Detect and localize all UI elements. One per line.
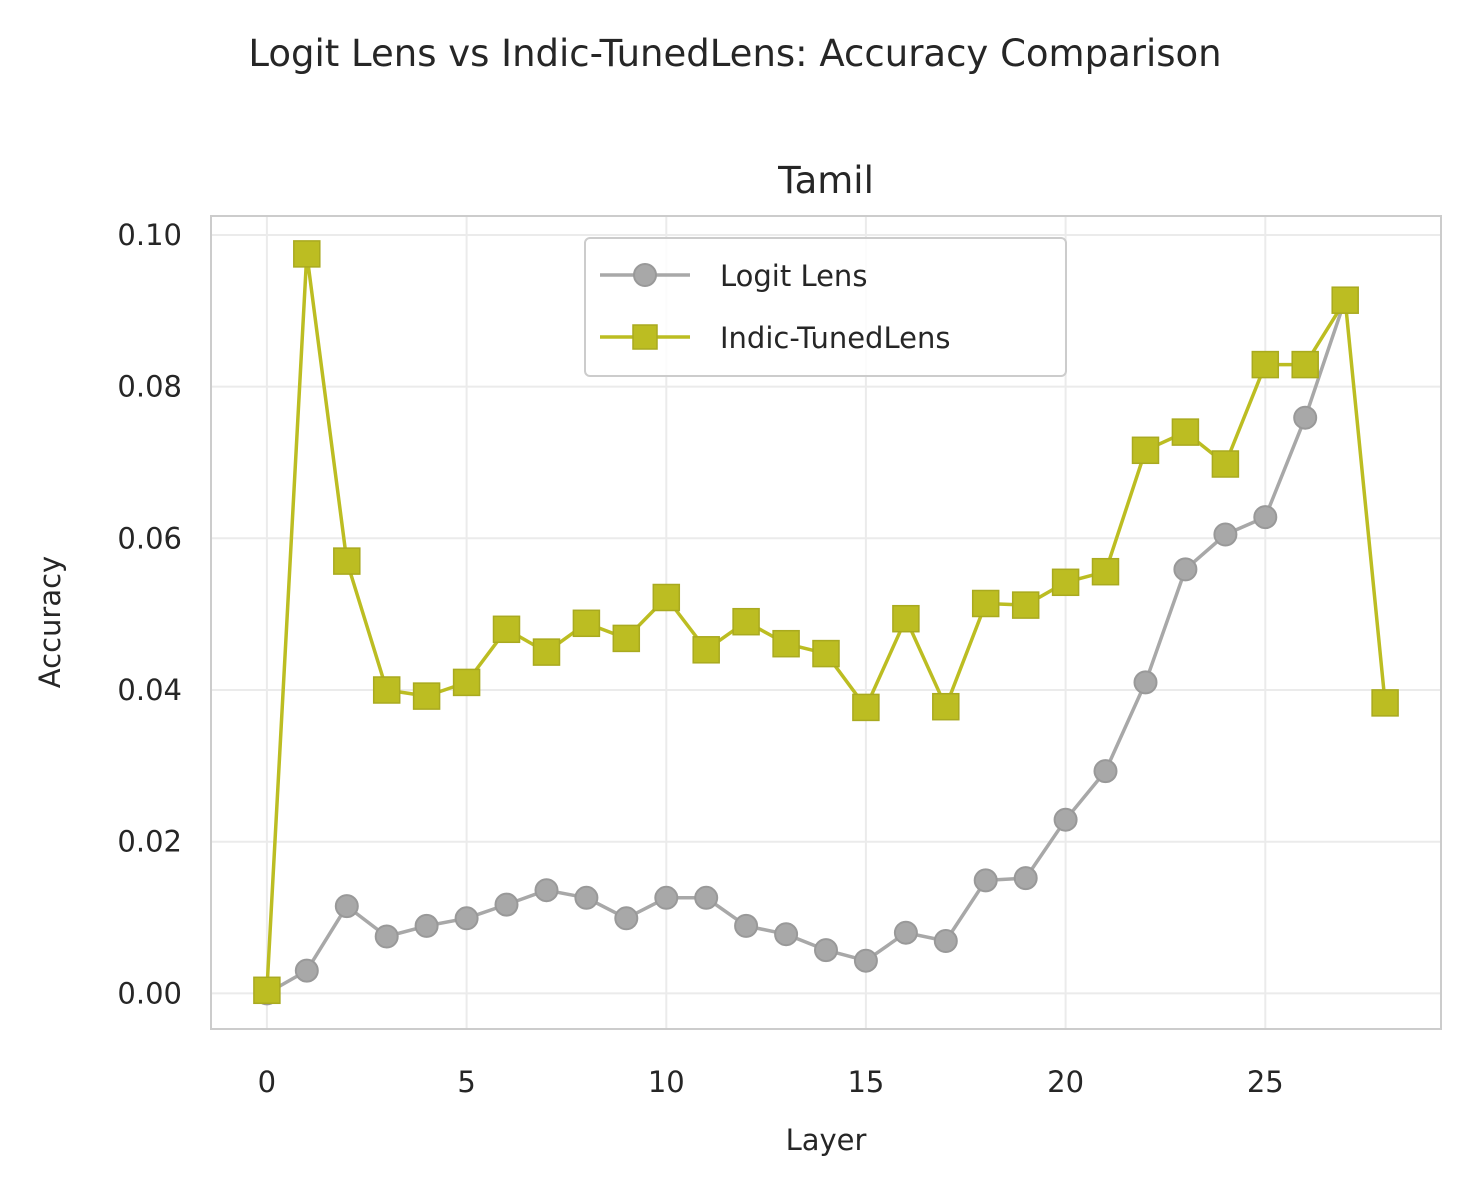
data-point bbox=[694, 885, 719, 910]
x-axis-label: Layer bbox=[786, 1123, 867, 1157]
y-tick-label: 0.08 bbox=[117, 370, 182, 404]
y-tick-label: 0.02 bbox=[117, 825, 182, 859]
plot-area-frame bbox=[210, 215, 1442, 1030]
data-point bbox=[612, 624, 641, 653]
series-1 bbox=[253, 240, 1399, 1005]
x-tick-labels: 0 5 10 15 20 25 bbox=[258, 1065, 1284, 1099]
data-point bbox=[572, 609, 601, 638]
data-point bbox=[1293, 405, 1318, 430]
data-point bbox=[534, 878, 559, 903]
data-point bbox=[932, 692, 960, 721]
data-point bbox=[1011, 591, 1040, 619]
data-point bbox=[1091, 557, 1120, 586]
data-point bbox=[414, 913, 439, 938]
data-point bbox=[614, 906, 639, 931]
data-point bbox=[852, 693, 880, 722]
data-point bbox=[1133, 670, 1158, 695]
data-point bbox=[933, 929, 958, 953]
x-tick-label: 10 bbox=[648, 1065, 685, 1099]
data-point bbox=[1211, 450, 1240, 478]
data-point bbox=[294, 958, 319, 983]
x-tick-label: 15 bbox=[847, 1065, 884, 1099]
data-point bbox=[971, 589, 1000, 618]
series-line bbox=[266, 298, 1347, 995]
data-point bbox=[652, 583, 681, 612]
x-tick-label: 20 bbox=[1047, 1065, 1084, 1099]
series-layer bbox=[253, 240, 1399, 1006]
data-point bbox=[1053, 807, 1078, 832]
chart-title: Tamil bbox=[777, 159, 874, 202]
data-point bbox=[454, 906, 479, 931]
data-point bbox=[1253, 505, 1278, 530]
data-point bbox=[853, 948, 878, 973]
data-point bbox=[892, 604, 920, 633]
y-tick-label: 0.00 bbox=[117, 976, 182, 1010]
data-point bbox=[372, 676, 401, 704]
x-tick-label: 25 bbox=[1247, 1065, 1284, 1099]
data-point bbox=[973, 868, 998, 893]
y-tick-label: 0.04 bbox=[117, 673, 182, 707]
data-point bbox=[293, 240, 321, 268]
data-point bbox=[333, 547, 361, 575]
x-tick-label: 5 bbox=[457, 1065, 475, 1099]
legend-box bbox=[584, 237, 1067, 377]
data-point bbox=[692, 636, 720, 664]
data-point bbox=[452, 668, 481, 697]
series-0 bbox=[254, 287, 1358, 1006]
data-point bbox=[492, 615, 521, 644]
y-tick-labels: 0.00 0.02 0.04 0.06 0.08 0.10 bbox=[117, 218, 182, 1010]
data-point bbox=[1131, 436, 1160, 465]
data-point bbox=[1173, 557, 1198, 582]
data-point bbox=[734, 913, 759, 938]
legend-label-indic-tunedlens: Indic-TunedLens bbox=[720, 321, 950, 355]
data-point bbox=[412, 682, 441, 710]
legend-marker-logit-lens bbox=[633, 263, 657, 287]
data-point bbox=[814, 938, 838, 963]
data-point bbox=[1371, 689, 1399, 717]
data-point bbox=[893, 920, 918, 945]
data-point bbox=[253, 976, 281, 1005]
y-axis-label: Accuracy bbox=[33, 556, 67, 688]
data-point bbox=[1171, 418, 1200, 446]
data-point bbox=[334, 894, 359, 919]
legend: Logit Lens Indic-TunedLens bbox=[584, 237, 1067, 377]
legend-marker-indic-tunedlens bbox=[632, 324, 658, 350]
data-point bbox=[494, 892, 519, 917]
x-tick-label: 0 bbox=[258, 1065, 276, 1099]
legend-label-logit-lens: Logit Lens bbox=[720, 259, 867, 293]
data-point bbox=[1331, 286, 1359, 314]
data-point bbox=[374, 924, 399, 949]
data-point bbox=[1251, 350, 1280, 379]
data-point bbox=[654, 885, 679, 910]
data-point bbox=[774, 922, 799, 947]
data-point bbox=[1013, 866, 1038, 891]
data-point bbox=[1213, 522, 1238, 547]
data-point bbox=[1051, 568, 1080, 597]
data-point bbox=[574, 885, 599, 910]
data-point bbox=[732, 607, 760, 636]
y-tick-label: 0.06 bbox=[117, 521, 182, 555]
data-point bbox=[812, 639, 840, 668]
data-point bbox=[1093, 759, 1118, 784]
data-point bbox=[1291, 350, 1319, 379]
y-tick-label: 0.10 bbox=[117, 218, 182, 252]
data-point bbox=[532, 638, 561, 666]
figure-title: Logit Lens vs Indic-TunedLens: Accuracy … bbox=[248, 32, 1221, 75]
data-point bbox=[772, 629, 800, 658]
